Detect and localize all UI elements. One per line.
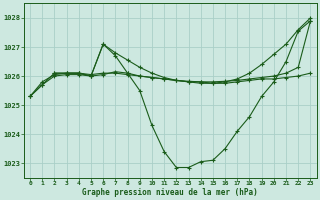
X-axis label: Graphe pression niveau de la mer (hPa): Graphe pression niveau de la mer (hPa) — [82, 188, 258, 197]
